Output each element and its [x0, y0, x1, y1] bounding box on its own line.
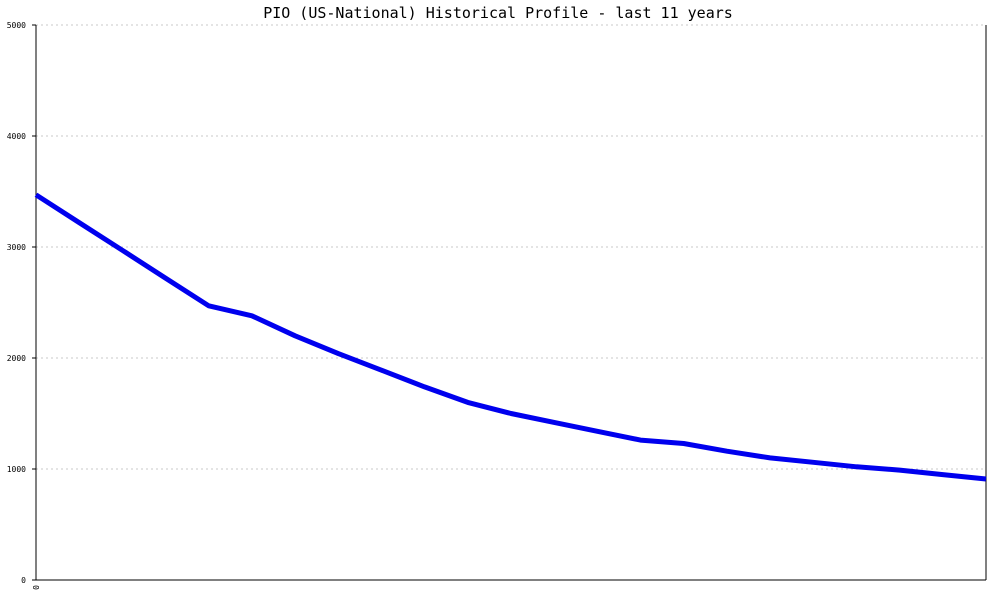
chart-title: PIO (US-National) Historical Profile - l…: [263, 4, 733, 22]
y-tick-label: 1000: [7, 465, 26, 474]
y-tick-label: 2000: [7, 354, 26, 363]
y-tick-label: 0: [21, 576, 26, 585]
series-line-0: [34, 192, 987, 482]
y-tick-label: 5000: [7, 21, 26, 30]
x-axis-ticks: 0: [32, 585, 41, 590]
y-tick-label: 4000: [7, 132, 26, 141]
gridlines: [36, 24, 986, 470]
x-tick-label: 0: [32, 585, 41, 590]
y-axis-ticks: 0 1000 2000 3000 4000 5000: [7, 21, 36, 585]
series-layer: [34, 192, 987, 482]
y-tick-label: 3000: [7, 243, 26, 252]
